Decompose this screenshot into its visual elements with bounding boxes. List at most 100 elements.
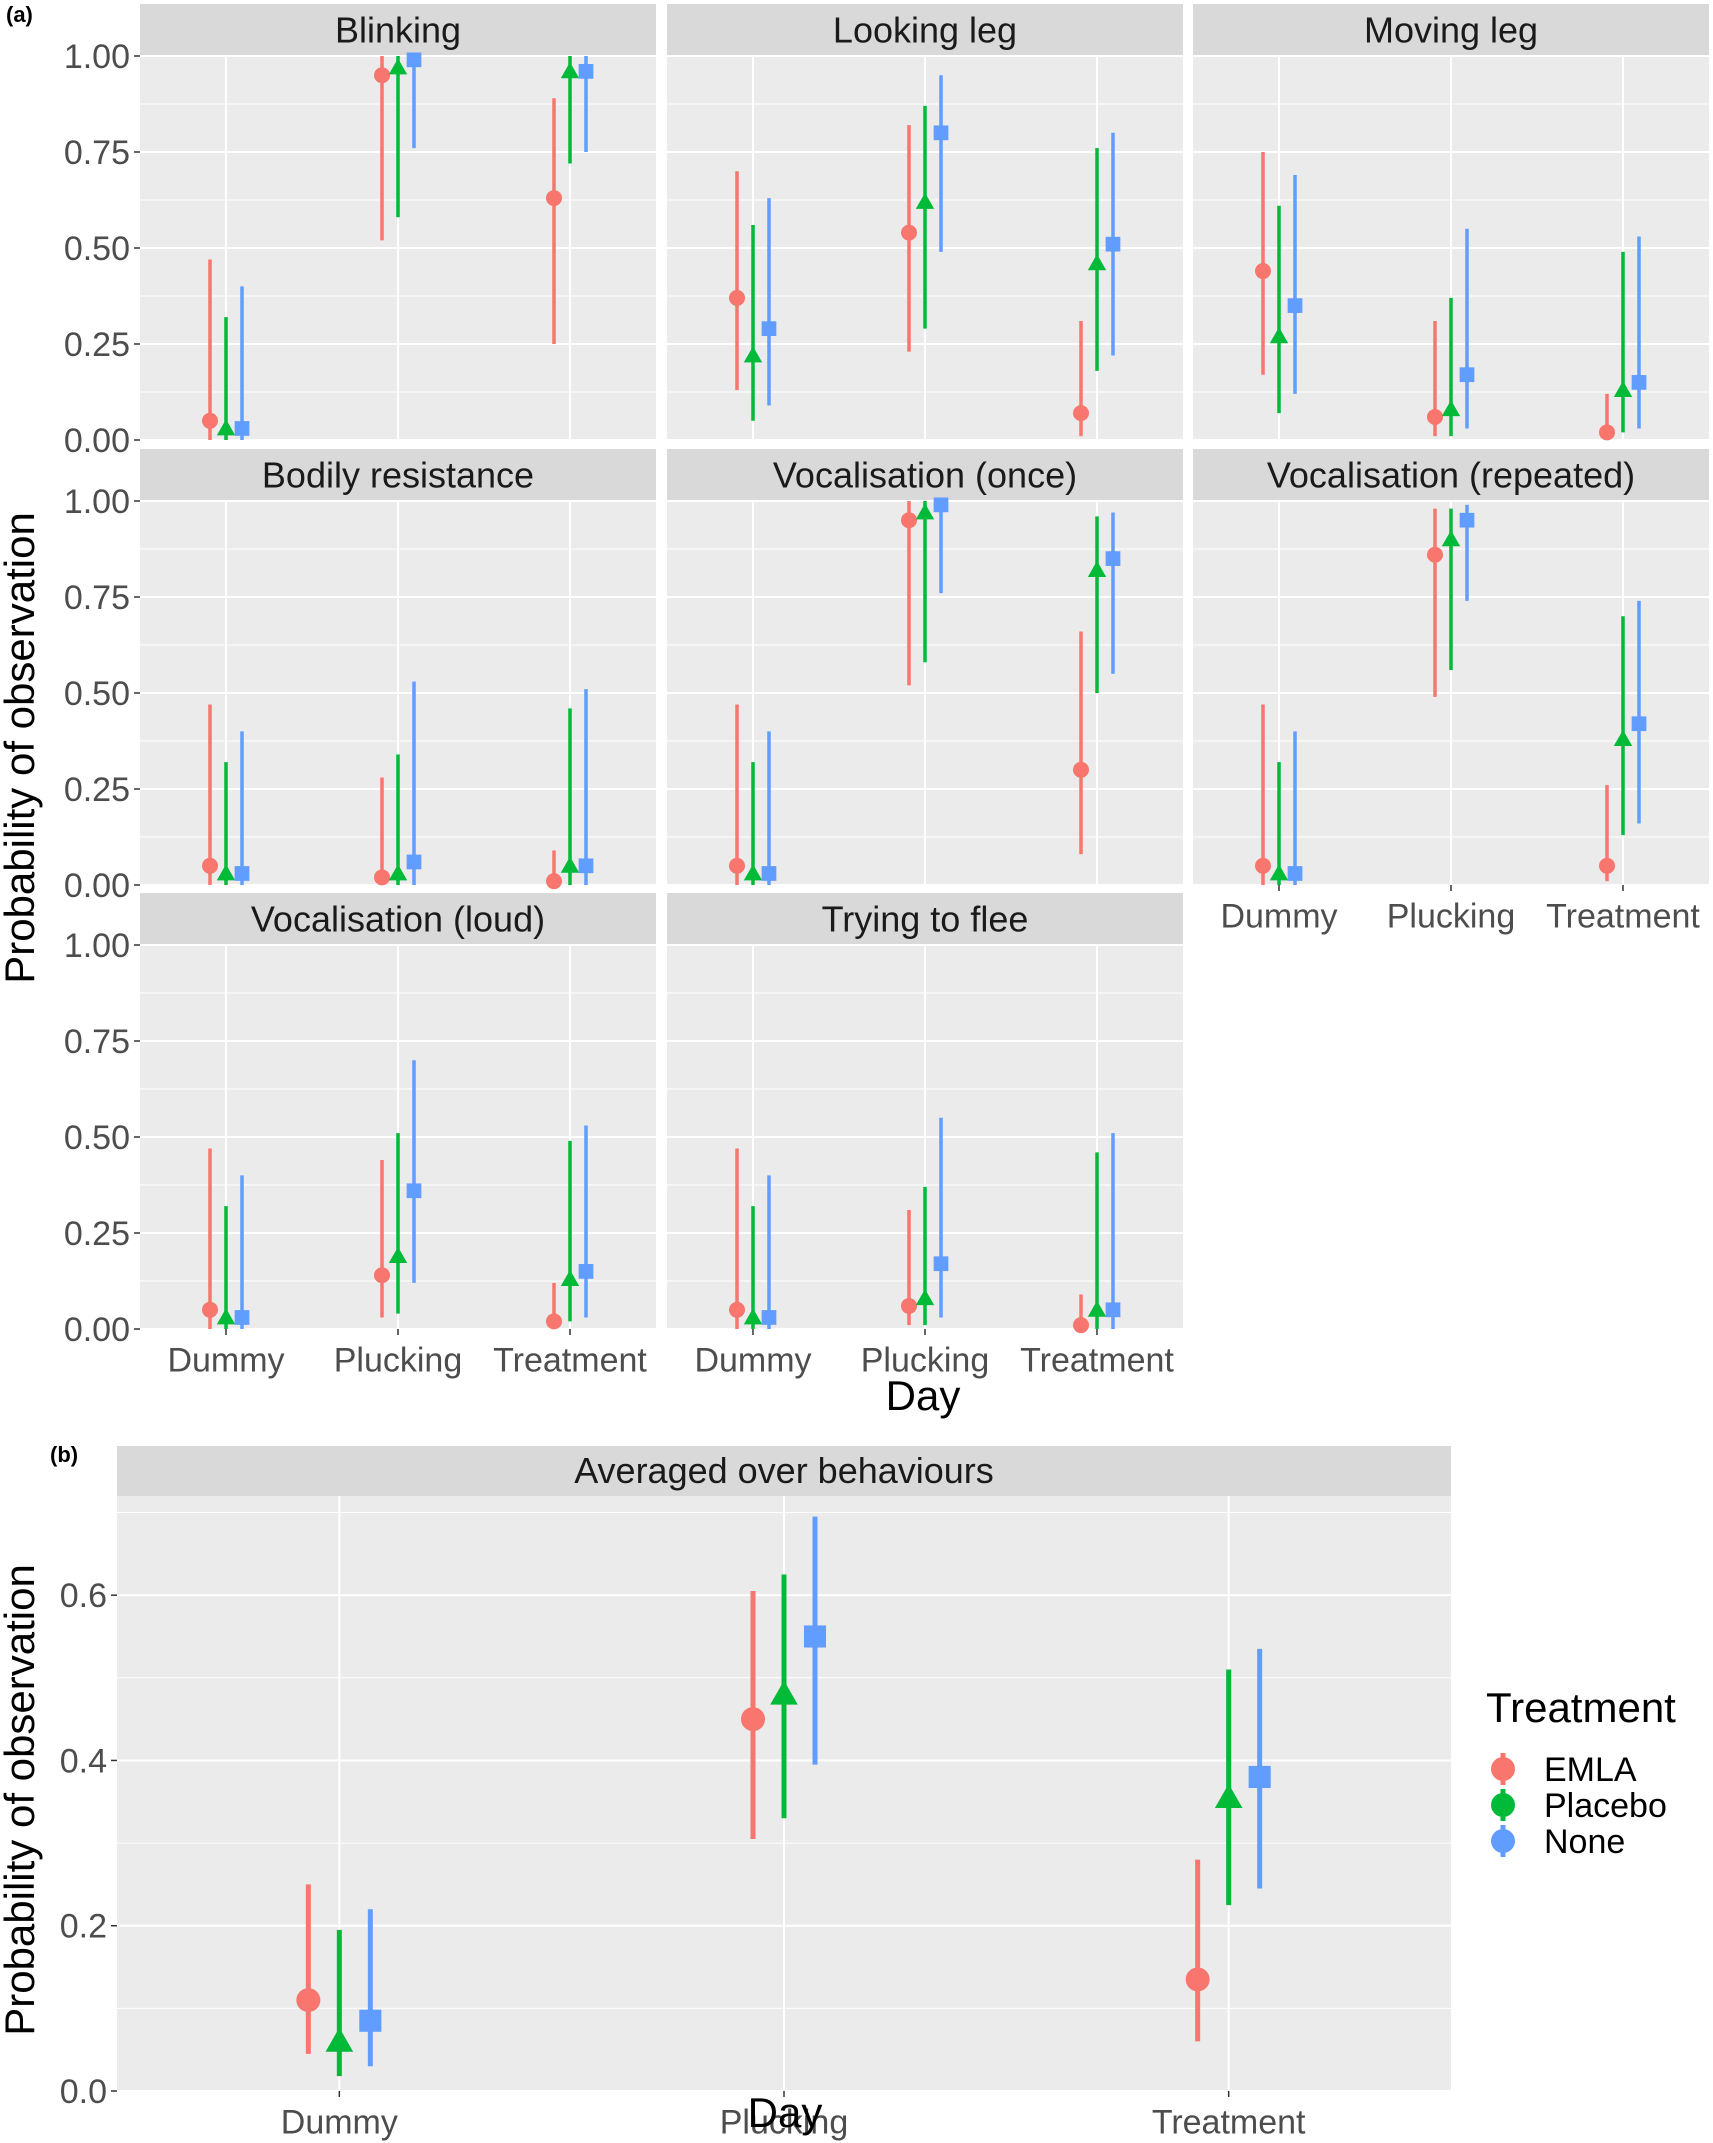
facet-vocalisation-once-point-placebo-dummy: [743, 864, 763, 881]
facet-bodily-resistance-point-none-dummy: [234, 866, 250, 881]
facet-trying-to-flee-x-tick-label: Plucking: [861, 1342, 990, 1380]
facet-trying-to-flee-point-none-dummy: [761, 1310, 777, 1325]
facet-vocalisation-loud-point-none-plucking: [406, 1183, 422, 1199]
facet-blinking-point-emla-plucking: [374, 67, 390, 84]
facet-looking-leg-point-none-treatment: [1105, 236, 1121, 252]
facet-vocalisation-repeated-point-none-treatment: [1631, 716, 1647, 732]
panel-a-facets: Blinking 0.00 0.25 0.50 0.75 1.00 Looking leg M…: [64, 4, 1709, 1380]
facet-trying-to-flee-point-emla-plucking: [901, 1297, 917, 1314]
facet-blinking-point-emla-dummy: [202, 412, 218, 429]
legend-label-none: None: [1544, 1823, 1625, 1861]
facet-moving-leg-title: Moving leg: [1364, 9, 1538, 50]
facet-vocalisation-loud-point-placebo-treatment: [560, 1269, 580, 1286]
facet-bodily-resistance-y-tick-label: 0.75: [64, 579, 130, 617]
panel-b-y-axis-title: Probability of observation: [0, 1564, 43, 2036]
facet-bodily-resistance: Bodily resistance 0.00 0.25 0.50 0.75 1.00: [64, 449, 656, 905]
facet-bodily-resistance-point-emla-plucking: [374, 869, 390, 886]
facet-looking-leg-point-placebo-treatment: [1087, 254, 1107, 271]
facet-trying-to-flee-strip: [667, 893, 1183, 945]
facet-blinking-point-emla-treatment: [546, 190, 562, 207]
panel-b-point-emla-dummy: [296, 1988, 321, 2013]
facet-vocalisation-loud-y-tick-label: 1.00: [64, 927, 130, 965]
facet-vocalisation-once-title: Vocalisation (once): [773, 454, 1077, 495]
panel-b-point-none-plucking: [803, 1625, 827, 1648]
facet-moving-leg-strip: [1193, 4, 1709, 56]
panel-b-point-placebo-dummy: [325, 2027, 354, 2052]
facet-looking-leg-point-emla-plucking: [901, 224, 917, 241]
facet-vocalisation-repeated-point-emla-dummy: [1255, 857, 1271, 874]
facet-blinking-y-tick-label: 0.50: [64, 230, 130, 268]
panel-a-y-axis-title: Probability of observation: [0, 512, 43, 984]
facet-vocalisation-loud-y-tick-label: 0.50: [64, 1119, 130, 1157]
facet-moving-leg-point-placebo-plucking: [1441, 400, 1461, 417]
panel-b-x-tick-label: Dummy: [281, 2104, 398, 2142]
legend-title: Treatment: [1486, 1684, 1676, 1731]
facet-vocalisation-repeated-x-tick-label: Dummy: [1220, 898, 1337, 936]
facet-vocalisation-loud-point-placebo-dummy: [216, 1308, 236, 1325]
facet-vocalisation-once-point-placebo-plucking: [915, 503, 935, 520]
facet-vocalisation-repeated-strip: [1193, 449, 1709, 501]
panel-a-x-axis-title: Day: [886, 1372, 961, 1419]
facet-vocalisation-loud-point-emla-plucking: [374, 1267, 390, 1284]
legend-key-placebo-icon: [1491, 1793, 1515, 1817]
facet-vocalisation-repeated: Vocalisation (repeated) Dummy Plucking Trea…: [1193, 449, 1709, 936]
facet-blinking-point-placebo-treatment: [560, 62, 580, 79]
facet-bodily-resistance-point-emla-treatment: [546, 873, 562, 890]
facet-looking-leg-point-placebo-plucking: [915, 192, 935, 209]
facet-trying-to-flee-title: Trying to flee: [822, 898, 1029, 939]
facet-moving-leg-point-emla-dummy: [1255, 263, 1271, 280]
facet-vocalisation-once-strip: [667, 449, 1183, 501]
facet-looking-leg-strip: [667, 4, 1183, 56]
panel-a-label: (a): [6, 2, 33, 27]
facet-bodily-resistance-point-none-treatment: [578, 858, 594, 874]
facet-vocalisation-repeated-point-placebo-treatment: [1613, 729, 1633, 746]
facet-vocalisation-once-point-none-plucking: [933, 497, 949, 513]
facet-trying-to-flee-point-emla-treatment: [1073, 1317, 1089, 1334]
facet-vocalisation-once-point-none-dummy: [761, 866, 777, 881]
facet-moving-leg-point-none-plucking: [1459, 367, 1475, 383]
facet-vocalisation-loud-x-tick-label: Treatment: [493, 1342, 647, 1380]
facet-vocalisation-loud-title: Vocalisation (loud): [251, 898, 545, 939]
facet-moving-leg-point-emla-plucking: [1427, 408, 1443, 425]
facet-vocalisation-repeated-point-none-plucking: [1459, 512, 1475, 528]
facet-bodily-resistance-point-placebo-dummy: [216, 864, 236, 881]
facet-blinking-point-none-plucking: [406, 52, 422, 68]
legend-key-placebo: [1491, 1789, 1515, 1821]
facet-vocalisation-loud-strip: [140, 893, 656, 945]
panel-b-point-placebo-treatment: [1214, 1783, 1243, 1808]
facet-vocalisation-loud-point-emla-treatment: [546, 1313, 562, 1330]
facet-vocalisation-once-point-none-treatment: [1105, 551, 1121, 566]
facet-vocalisation-once-point-emla-dummy: [729, 857, 745, 874]
facet-vocalisation-loud-x-tick-label: Dummy: [167, 1342, 284, 1380]
panel-b-point-placebo-plucking: [770, 1680, 798, 1705]
panel-b-title: Averaged over behaviours: [574, 1450, 994, 1491]
facet-trying-to-flee-point-none-plucking: [933, 1256, 949, 1272]
panel-b-y-tick-label: 0.6: [60, 1577, 107, 1615]
facet-vocalisation-once: Vocalisation (once): [667, 449, 1183, 886]
facet-vocalisation-loud-y-tick-label: 0.75: [64, 1023, 130, 1061]
panel-b-point-none-dummy: [359, 2009, 382, 2032]
legend-key-emla-icon: [1491, 1757, 1515, 1781]
facet-looking-leg-point-emla-dummy: [729, 289, 745, 306]
facet-trying-to-flee-point-emla-dummy: [729, 1301, 745, 1318]
facet-trying-to-flee-point-placebo-plucking: [915, 1289, 935, 1306]
facet-trying-to-flee-point-placebo-dummy: [743, 1308, 763, 1325]
facet-moving-leg-point-emla-treatment: [1599, 424, 1615, 441]
facet-bodily-resistance-y-tick-label: 0.00: [64, 867, 130, 905]
facet-looking-leg-point-none-plucking: [933, 125, 949, 141]
panel-b-plot: Averaged over behaviours 0.0 0.2 0.4 0.6 Dumm…: [60, 1446, 1451, 2142]
facet-vocalisation-loud-point-none-dummy: [234, 1310, 250, 1325]
facet-vocalisation-loud-y-tick-label: 0.00: [64, 1311, 130, 1349]
facet-moving-leg-point-placebo-dummy: [1269, 327, 1289, 344]
facet-moving-leg-point-none-treatment: [1631, 375, 1647, 390]
facet-bodily-resistance-title: Bodily resistance: [262, 454, 534, 495]
panel-b-label: (b): [50, 1442, 78, 1467]
facet-bodily-resistance-strip: [140, 449, 656, 501]
facet-moving-leg-point-placebo-treatment: [1613, 380, 1633, 397]
facet-vocalisation-repeated-point-placebo-dummy: [1269, 864, 1289, 881]
facet-looking-leg-point-emla-treatment: [1073, 405, 1089, 422]
facet-vocalisation-repeated-x-tick-label: Treatment: [1546, 898, 1700, 936]
legend-label-emla: EMLA: [1544, 1751, 1637, 1789]
legend-label-placebo: Placebo: [1544, 1787, 1667, 1825]
